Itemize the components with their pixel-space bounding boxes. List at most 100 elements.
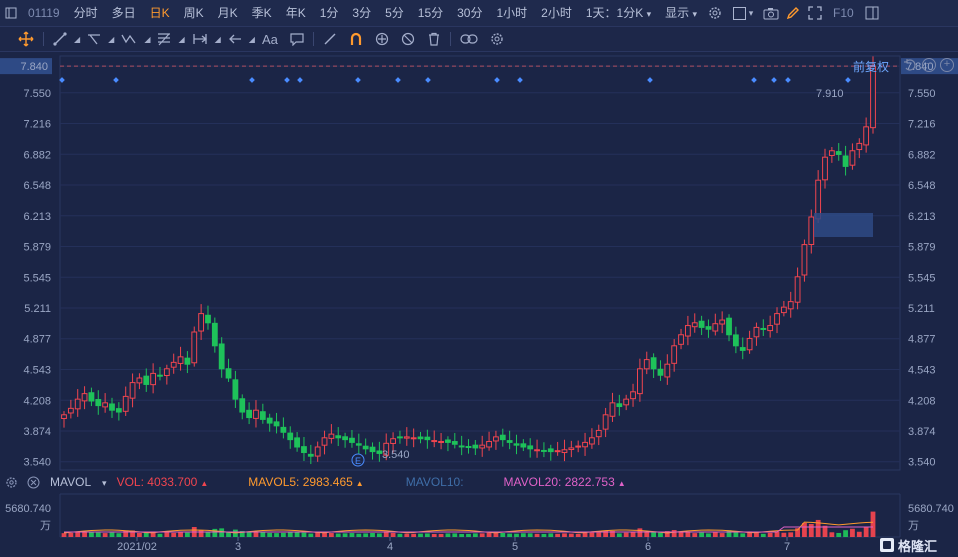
window-icon[interactable] — [861, 0, 883, 27]
arrow-menu-icon[interactable]: ◢ — [248, 34, 255, 44]
volume-bar[interactable] — [356, 533, 362, 537]
volume-bar[interactable] — [68, 532, 74, 537]
candle-body[interactable] — [287, 432, 294, 441]
channel-icon[interactable] — [81, 27, 107, 52]
arrow-left-icon[interactable] — [222, 27, 248, 52]
volume-bar[interactable] — [315, 531, 321, 537]
candle-body[interactable] — [486, 440, 492, 448]
volume-bar[interactable] — [856, 531, 862, 537]
event-marker[interactable] — [845, 77, 851, 83]
candle-body[interactable] — [88, 392, 95, 402]
fibonacci-menu-icon[interactable]: ◢ — [178, 34, 185, 44]
volume-bar[interactable] — [870, 511, 876, 537]
volume-bar[interactable] — [75, 531, 81, 537]
wave-menu-icon[interactable]: ◢ — [144, 34, 151, 44]
volume-bar[interactable] — [726, 530, 732, 537]
volume-bar[interactable] — [116, 533, 122, 537]
volume-bar[interactable] — [692, 533, 698, 537]
volume-bar[interactable] — [308, 533, 314, 537]
volume-bar[interactable] — [452, 533, 458, 537]
volume-bar[interactable] — [610, 530, 615, 537]
candle-body[interactable] — [280, 426, 287, 433]
layout-dropdown[interactable]: ▾ — [726, 0, 760, 27]
candle-body[interactable] — [828, 150, 835, 156]
candle-body[interactable] — [369, 446, 376, 453]
volume-bar[interactable] — [226, 531, 231, 537]
volume-bar[interactable] — [507, 533, 513, 537]
candle-body[interactable] — [712, 323, 719, 332]
candle-body[interactable] — [157, 374, 163, 377]
volume-bar[interactable] — [836, 532, 842, 537]
candle-body[interactable] — [842, 155, 849, 167]
period-tab[interactable]: 年K — [285, 5, 306, 20]
volume-bar[interactable] — [301, 532, 307, 537]
candle-body[interactable] — [424, 436, 431, 441]
link-icon[interactable] — [454, 27, 484, 52]
candle-body[interactable] — [410, 437, 417, 440]
candle-body[interactable] — [520, 443, 527, 448]
candle-body[interactable] — [355, 443, 362, 446]
f10-button[interactable]: F10 — [832, 5, 854, 20]
volume-bar[interactable] — [486, 532, 492, 537]
volume-bar[interactable] — [822, 525, 828, 537]
volume-bar[interactable] — [123, 530, 129, 537]
indicator-selector[interactable]: MAVOL ▾ — [50, 475, 107, 489]
candle-body[interactable] — [67, 407, 74, 414]
zoom-out-icon[interactable]: − — [922, 58, 936, 72]
candle-body[interactable] — [835, 151, 842, 155]
period-tab[interactable]: 15分 — [417, 5, 444, 20]
event-marker[interactable] — [785, 77, 791, 83]
period-tab[interactable]: 分时 — [73, 5, 98, 20]
volume-bar[interactable] — [850, 528, 855, 537]
volume-bar[interactable] — [843, 530, 848, 537]
candle-body[interactable] — [198, 313, 205, 332]
volume-bar[interactable] — [767, 532, 773, 537]
volume-bar[interactable] — [185, 532, 190, 537]
candle-body[interactable] — [102, 402, 109, 408]
period-tab[interactable]: 2小时 — [541, 5, 572, 20]
candle-body[interactable] — [294, 437, 301, 448]
volume-bar[interactable] — [630, 532, 636, 537]
volume-bar[interactable] — [459, 533, 465, 537]
volume-bar[interactable] — [699, 532, 705, 537]
volume-bar[interactable] — [685, 531, 691, 537]
candle-body[interactable] — [513, 443, 520, 446]
candle-body[interactable] — [403, 436, 410, 439]
candle-body[interactable] — [794, 276, 801, 303]
candle-body[interactable] — [74, 398, 81, 410]
candle-body[interactable] — [691, 322, 698, 328]
candle-body[interactable] — [417, 436, 424, 440]
volume-bar[interactable] — [267, 532, 273, 537]
candle-body[interactable] — [445, 439, 451, 443]
volume-bar[interactable] — [349, 533, 355, 537]
candle-body[interactable] — [431, 440, 438, 443]
event-marker[interactable] — [425, 77, 431, 83]
candle-body[interactable] — [616, 403, 623, 408]
volume-bar[interactable] — [246, 532, 252, 537]
panel-toggle-icon[interactable] — [0, 0, 22, 27]
indicator-settings-icon[interactable] — [0, 472, 22, 492]
candle-body[interactable] — [301, 446, 307, 454]
volume-bar[interactable] — [562, 533, 567, 537]
volume-bar[interactable] — [445, 533, 451, 537]
candle-body[interactable] — [390, 438, 396, 444]
candle-body[interactable] — [458, 445, 465, 448]
period-tab[interactable]: 1分 — [319, 5, 339, 20]
volume-bar[interactable] — [239, 530, 245, 537]
volume-bar[interactable] — [130, 530, 135, 537]
trend-line-icon[interactable] — [47, 27, 73, 52]
volume-bar[interactable] — [370, 532, 375, 537]
candle-body[interactable] — [801, 244, 808, 276]
candle-body[interactable] — [760, 327, 767, 330]
reset-icon[interactable] — [903, 58, 917, 72]
range-icon[interactable] — [186, 27, 214, 52]
candle-body[interactable] — [780, 306, 787, 314]
candle-body[interactable] — [232, 379, 239, 400]
volume-bar[interactable] — [383, 531, 389, 537]
event-marker[interactable] — [517, 77, 523, 83]
candle-body[interactable] — [630, 391, 636, 400]
candle-body[interactable] — [493, 436, 499, 442]
volume-bar[interactable] — [109, 532, 115, 537]
volume-bar[interactable] — [198, 530, 204, 537]
candle-body[interactable] — [335, 435, 342, 439]
